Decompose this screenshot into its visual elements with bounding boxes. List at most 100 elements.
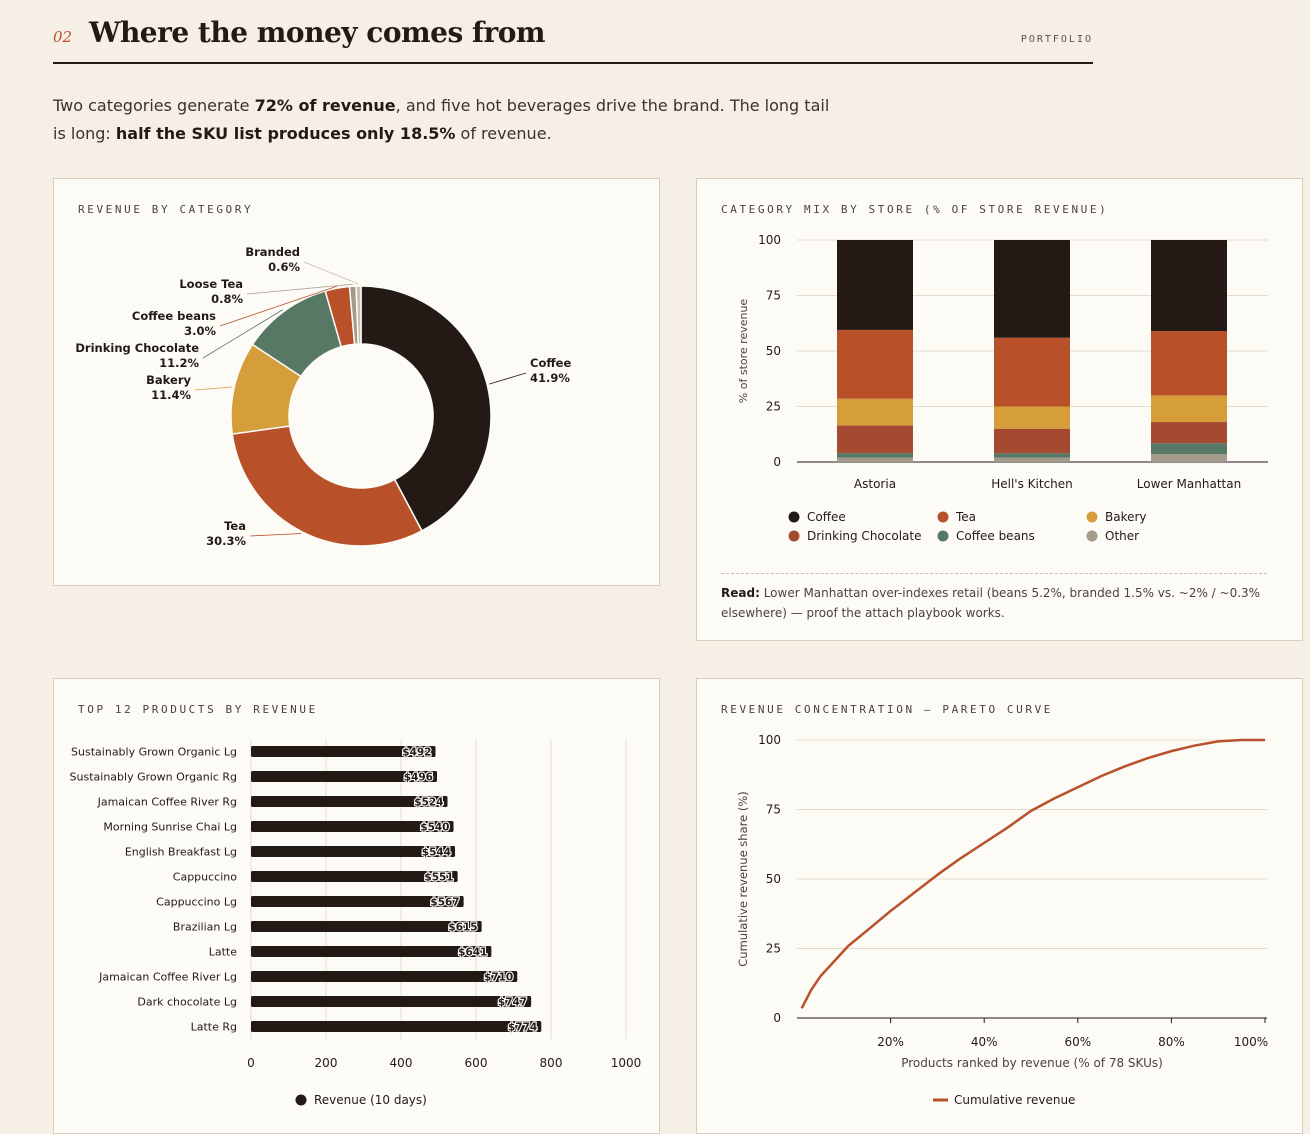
- bar: [251, 1021, 542, 1032]
- bar: [251, 821, 454, 832]
- panel-title: REVENUE BY CATEGORY: [78, 203, 254, 216]
- slice-value-label: 30.3%: [206, 534, 246, 548]
- donut-slice-coffee: [360, 285, 492, 532]
- section-title: Where the money comes from: [89, 16, 546, 49]
- x-tick-label: 600: [465, 1056, 488, 1070]
- x-tick-label: 1000: [611, 1056, 642, 1070]
- legend-swatch: [937, 511, 949, 523]
- y-tick-label: 50: [766, 872, 781, 886]
- x-tick-label: Lower Manhattan: [1137, 477, 1241, 491]
- y-tick-label: 75: [766, 289, 781, 303]
- bar: [251, 846, 455, 857]
- stack-segment-other: [1151, 454, 1227, 462]
- y-tick-label: Latte Rg: [191, 1021, 237, 1034]
- legend-label: Coffee: [807, 510, 846, 524]
- stack-segment-other: [994, 457, 1070, 462]
- legend-label: Coffee beans: [956, 529, 1035, 543]
- slice-name-label: Drinking Chocolate: [75, 341, 199, 355]
- intro-highlight-1: 72% of revenue: [254, 96, 396, 115]
- category-mix-panel: CATEGORY MIX BY STORE (% OF STORE REVENU…: [696, 178, 1303, 641]
- leader-line: [219, 285, 338, 327]
- intro-highlight-2: half the SKU list produces only 18.5%: [115, 124, 456, 143]
- legend-label: Tea: [955, 510, 976, 524]
- pareto-line: [800, 738, 1265, 1009]
- bar-value-label: $492: [402, 747, 431, 759]
- panel-title: CATEGORY MIX BY STORE (% OF STORE REVENU…: [721, 203, 1109, 216]
- stack-segment-bakery: [1151, 395, 1227, 423]
- bar-value-label: $524: [414, 797, 443, 809]
- leader-line: [488, 372, 527, 385]
- legend-swatch: [1086, 530, 1098, 542]
- y-tick-label: Sustainably Grown Organic Rg: [70, 771, 237, 784]
- bar-value-label: $551: [424, 872, 453, 884]
- y-tick-label: 100: [758, 233, 781, 247]
- legend-swatch: [295, 1094, 307, 1106]
- x-tick-label: 0: [247, 1056, 255, 1070]
- bar-value-label: $496: [404, 772, 433, 784]
- panel-title: TOP 12 PRODUCTS BY REVENUE: [78, 703, 318, 716]
- stacked-bar-chart: 0 25 50 75 100 % of store revenue Astoria Hell'…: [737, 233, 1268, 543]
- legend-label: Other: [1105, 529, 1139, 543]
- slice-value-label: 0.8%: [211, 292, 243, 306]
- stack-segment-drinking-chocolate: [1151, 422, 1227, 444]
- y-tick-label: 100: [758, 733, 781, 747]
- y-tick-label: Cappuccino Lg: [156, 896, 237, 909]
- y-tick-label: Jamaican Coffee River Rg: [97, 796, 237, 809]
- pareto-chart: 0 25 50 75 100 20% 40% 60% 80% 100% Products ranke…: [736, 733, 1268, 1107]
- bar: [251, 971, 518, 982]
- y-tick-label: 25: [766, 400, 781, 414]
- slice-value-label: 41.9%: [530, 371, 570, 385]
- revenue-by-category-panel: REVENUE BY CATEGORY Coffee 41.9% Tea 30.3% B…: [53, 178, 660, 586]
- bar: [251, 771, 437, 782]
- x-tick-label: 60%: [1064, 1035, 1091, 1049]
- section-number: 02: [53, 28, 73, 46]
- x-tick-label: 20%: [877, 1035, 904, 1049]
- slice-value-label: 3.0%: [184, 324, 216, 338]
- x-tick-label: 200: [315, 1056, 338, 1070]
- slice-name-label: Bakery: [146, 373, 191, 387]
- slice-value-label: 11.2%: [159, 356, 199, 370]
- x-tick-label: 800: [540, 1056, 563, 1070]
- leader-line: [202, 309, 284, 359]
- leader-line: [249, 533, 302, 537]
- legend-label: Bakery: [1105, 510, 1147, 524]
- slice-name-label: Loose Tea: [179, 277, 243, 291]
- legend-label: Revenue (10 days): [314, 1093, 427, 1107]
- bar: [251, 896, 464, 907]
- x-axis-label: Products ranked by revenue (% of 78 SKUs…: [901, 1056, 1163, 1070]
- bar: [251, 996, 532, 1007]
- stack-segment-coffee: [1151, 240, 1227, 332]
- y-axis-label: Cumulative revenue share (%): [736, 791, 750, 966]
- stack-segment-bakery: [837, 398, 913, 426]
- bar: [251, 796, 448, 807]
- intro-text: Two categories generate 72% of revenue, …: [53, 96, 830, 143]
- bar-value-label: $710: [484, 972, 513, 984]
- x-tick-label: Astoria: [854, 477, 896, 491]
- section-header: 02 Where the money comes from PORTFOLIO: [53, 14, 1093, 64]
- legend-swatch: [788, 530, 800, 542]
- stack-segment-coffee-beans: [994, 453, 1070, 458]
- y-axis-label: % of store revenue: [737, 299, 750, 404]
- y-tick-label: 50: [766, 344, 781, 358]
- top-products-panel: TOP 12 PRODUCTS BY REVENUE 0 200 400 600 800…: [53, 678, 660, 1134]
- stack-segment-coffee-beans: [837, 453, 913, 458]
- y-tick-label: 0: [773, 455, 781, 469]
- bar: [251, 871, 458, 882]
- donut-slice-branded: [355, 285, 362, 345]
- leader-line: [303, 261, 359, 285]
- stack-segment-tea: [994, 337, 1070, 407]
- y-tick-label: 25: [766, 942, 781, 956]
- stack-segment-other: [837, 457, 913, 462]
- stack-segment-coffee: [994, 240, 1070, 338]
- y-tick-label: Dark chocolate Lg: [137, 996, 237, 1009]
- y-tick-label: Jamaican Coffee River Lg: [98, 971, 237, 984]
- panel-title: REVENUE CONCENTRATION — PARETO CURVE: [721, 703, 1054, 716]
- slice-value-label: 11.4%: [151, 388, 191, 402]
- divider: [721, 573, 1267, 574]
- x-tick-label: 80%: [1158, 1035, 1185, 1049]
- stack-segment-tea: [1151, 331, 1227, 396]
- top-products-chart: 0 200 400 600 800 1000 Sustainably Grown Organ…: [70, 739, 642, 1107]
- legend-label: Drinking Chocolate: [807, 529, 921, 543]
- x-tick-label: 100%: [1234, 1035, 1268, 1049]
